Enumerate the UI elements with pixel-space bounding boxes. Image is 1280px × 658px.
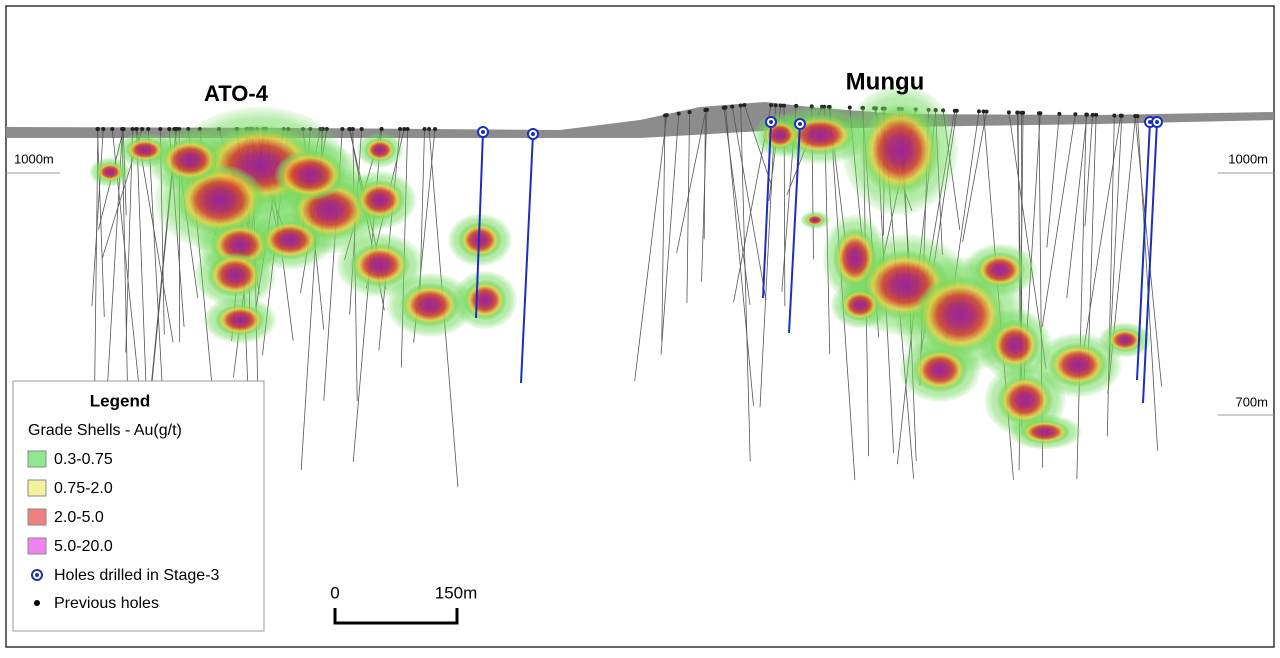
collar — [146, 127, 150, 131]
collar — [1007, 110, 1011, 114]
legend: Legend Grade Shells - Au(g/t) 0.3-0.75 0.… — [13, 381, 264, 631]
deposit-label: ATO-4 — [204, 81, 269, 106]
collar — [433, 127, 437, 131]
legend-swatch — [28, 538, 46, 554]
grade-shell — [355, 180, 405, 220]
collar — [677, 112, 681, 116]
grade-shell — [840, 289, 880, 321]
collar — [340, 127, 344, 131]
collar — [705, 108, 709, 112]
stage3-collar — [531, 132, 535, 136]
legend-label: 5.0-20.0 — [54, 538, 113, 555]
legend-box — [13, 381, 264, 631]
collar — [779, 103, 783, 107]
legend-label: 2.0-5.0 — [54, 509, 104, 526]
collar — [794, 104, 798, 108]
collar — [1038, 111, 1042, 115]
collar — [722, 106, 726, 110]
legend-label: 0.75-2.0 — [54, 480, 113, 497]
legend-swatch — [28, 451, 46, 467]
collar — [1073, 112, 1077, 116]
stage3-symbol — [35, 573, 39, 577]
collar — [977, 109, 981, 113]
collar — [1085, 113, 1089, 117]
grade-shell — [96, 162, 124, 182]
legend-swatch — [28, 480, 46, 496]
collar — [1094, 113, 1098, 117]
grade-shell — [160, 138, 220, 182]
collar — [982, 110, 986, 114]
grade-shell — [1020, 420, 1070, 444]
collar — [769, 103, 773, 107]
deposit-label: Mungu — [846, 68, 925, 95]
collar — [140, 127, 144, 131]
grade-shell — [400, 283, 460, 327]
grade-shell — [1048, 343, 1108, 387]
grade-shell — [260, 220, 320, 260]
collar — [96, 127, 100, 131]
collar — [380, 127, 384, 131]
collar — [742, 103, 746, 107]
collar — [1057, 112, 1061, 116]
collar — [423, 127, 427, 131]
stage3-collar — [1155, 120, 1159, 124]
legend-label: 0.3-0.75 — [54, 451, 113, 468]
scale-label: 150m — [435, 583, 478, 602]
elevation-label: 700m — [1235, 394, 1268, 409]
collar — [1112, 113, 1116, 117]
collar — [122, 127, 126, 131]
collar — [665, 113, 669, 117]
collar — [774, 103, 778, 107]
collar — [348, 127, 352, 131]
collar — [1091, 113, 1095, 117]
grade-shell — [207, 253, 263, 297]
grade-shell — [912, 348, 968, 392]
collar — [730, 105, 734, 109]
collar — [427, 127, 431, 131]
collar — [739, 104, 743, 108]
collar — [134, 127, 138, 131]
collar — [1136, 114, 1140, 118]
elevation-label: 1000m — [14, 151, 54, 166]
scale-label: 0 — [330, 583, 339, 602]
grade-shell — [463, 280, 507, 320]
grade-shell — [364, 138, 396, 162]
collar — [1016, 111, 1020, 115]
collar — [955, 109, 959, 113]
legend-subtitle: Grade Shells - Au(g/t) — [28, 422, 182, 439]
collar — [1021, 111, 1025, 115]
collar — [848, 106, 852, 110]
collar — [398, 127, 402, 131]
grade-shell — [860, 105, 940, 195]
grade-shell — [975, 252, 1025, 288]
collar — [110, 127, 114, 131]
stage3-collar — [481, 130, 485, 134]
grade-shell — [125, 138, 165, 162]
collar — [1120, 114, 1124, 118]
grade-shell — [215, 304, 265, 336]
grade-shell — [805, 214, 825, 226]
collar — [688, 110, 692, 114]
collar — [167, 127, 171, 131]
collar — [406, 127, 410, 131]
grade-shell — [275, 150, 345, 200]
collar — [131, 127, 135, 131]
legend-label: Holes drilled in Stage-3 — [54, 567, 220, 584]
collar — [101, 127, 105, 131]
stage3-collar — [769, 120, 773, 124]
legend-swatch — [28, 509, 46, 525]
legend-label: Previous holes — [54, 595, 159, 612]
collar — [360, 127, 364, 131]
grade-shell — [990, 320, 1040, 370]
collar — [158, 127, 162, 131]
previous-symbol — [34, 600, 40, 606]
legend-title: Legend — [90, 391, 150, 410]
grade-shell — [350, 243, 410, 287]
stage3-collar — [798, 122, 802, 126]
grade-shell — [997, 375, 1053, 425]
elevation-label: 1000m — [1228, 151, 1268, 166]
